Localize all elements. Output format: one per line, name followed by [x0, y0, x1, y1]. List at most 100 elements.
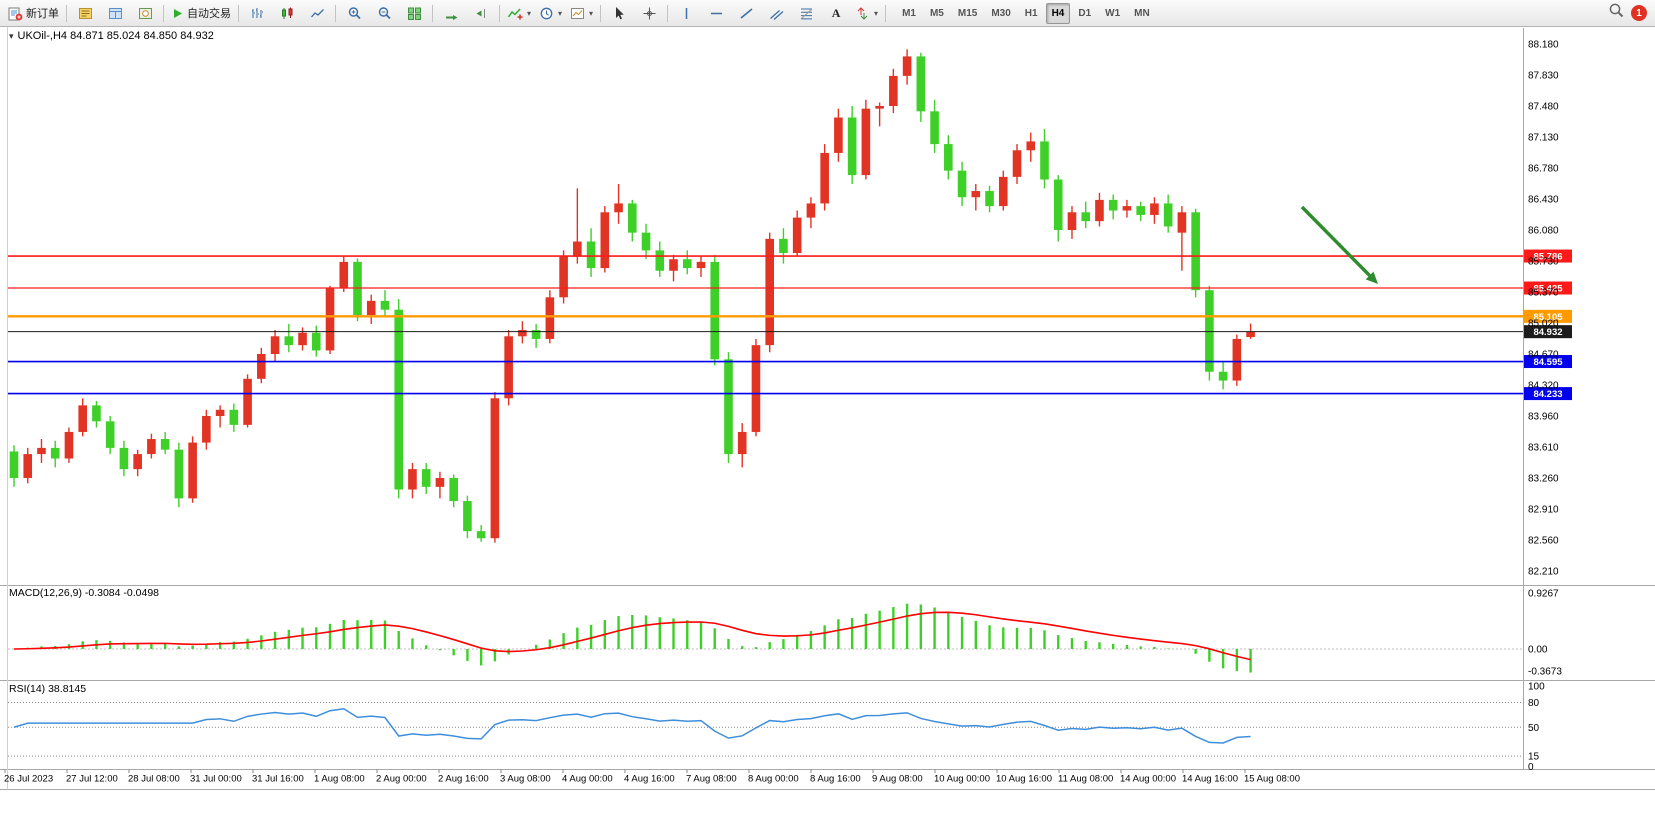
collapse-chart-icon[interactable]: ▾ — [9, 30, 14, 41]
notification-badge[interactable]: 1 — [1631, 5, 1647, 21]
toolbar-separator — [238, 4, 239, 22]
timeframe-button-m1[interactable]: M1 — [902, 7, 916, 19]
price-axis-label: 84.670 — [1528, 350, 1559, 361]
price-axis-label: 83.260 — [1528, 474, 1559, 485]
time-axis-label: 1 Aug 08:00 — [314, 774, 365, 785]
candle-body — [504, 336, 513, 399]
navigator-button[interactable] — [130, 2, 160, 25]
candle-body — [806, 203, 816, 218]
candle-body — [174, 449, 184, 499]
channel-tool-button[interactable] — [761, 2, 791, 25]
market-watch-icon — [78, 6, 93, 21]
line-chart-mode-button[interactable] — [302, 2, 332, 25]
candle-body — [1232, 338, 1242, 381]
zoom-out-button[interactable] — [369, 2, 399, 25]
time-axis-label: 14 Aug 00:00 — [1120, 774, 1176, 785]
toolbar-separator — [66, 4, 67, 22]
bar-chart-mode-button[interactable] — [242, 2, 272, 25]
candle-body — [92, 405, 101, 422]
trendline-tool-button[interactable] — [731, 2, 761, 25]
candle-body — [78, 405, 87, 432]
candlestick-mode-button[interactable] — [272, 2, 302, 25]
timeframe-button-m5[interactable]: M5 — [929, 7, 944, 19]
periods-button[interactable]: ▾ — [535, 2, 566, 25]
candle-body — [243, 378, 252, 425]
auto-scroll-button[interactable] — [436, 2, 466, 25]
templates-button[interactable]: ▾ — [566, 2, 597, 25]
timeframe-button-w1[interactable]: W1 — [1105, 7, 1121, 19]
trend-arrow-head[interactable] — [1365, 271, 1378, 284]
candle-body — [902, 56, 912, 76]
candle-body — [9, 451, 19, 478]
fibonacci-tool-button[interactable] — [791, 2, 821, 25]
zoom-in-button[interactable] — [339, 2, 369, 25]
dropdown-caret-icon: ▾ — [527, 8, 532, 18]
candle-body — [889, 75, 898, 106]
chart-shift-button[interactable] — [466, 2, 496, 25]
candle-body — [559, 256, 568, 298]
arrows-tool-button[interactable]: ▾ — [851, 2, 882, 25]
time-axis-label: 2 Aug 00:00 — [376, 774, 427, 785]
vertical-line-icon — [681, 6, 692, 21]
candle-body — [710, 261, 720, 360]
time-axis-label: 10 Aug 00:00 — [934, 774, 990, 785]
price-axis-label: 83.610 — [1528, 443, 1559, 454]
timeframe-button-mn[interactable]: MN — [1134, 7, 1150, 19]
candle-body — [1163, 203, 1173, 227]
candle-body — [957, 170, 967, 198]
rsi-indicator-readout: RSI(14) 38.8145 — [9, 683, 87, 695]
search-icon[interactable] — [1608, 2, 1625, 24]
vertical-line-tool-button[interactable] — [671, 2, 701, 25]
price-axis-label: 86.780 — [1528, 164, 1559, 175]
candle-body — [655, 250, 665, 271]
time-axis-label: 27 Jul 12:00 — [66, 774, 118, 785]
candle-body — [545, 297, 555, 339]
time-axis-label: 10 Aug 16:00 — [996, 774, 1052, 785]
candle-body — [1218, 371, 1228, 381]
price-flag — [1524, 325, 1572, 339]
candle-body — [1040, 141, 1049, 180]
price-flag-label: 85.425 — [1533, 284, 1563, 295]
data-window-button[interactable] — [100, 2, 130, 25]
auto-trading-icon — [171, 6, 184, 21]
horizontal-line-tool-button[interactable] — [701, 2, 731, 25]
candle-body — [875, 106, 884, 109]
candle-body — [229, 409, 239, 425]
candle-body — [119, 447, 129, 470]
trend-arrow-line[interactable] — [1300, 205, 1371, 277]
clock-icon — [539, 6, 554, 21]
candle-body — [614, 203, 623, 213]
indicators-button[interactable]: ▾ — [503, 2, 535, 25]
timeframe-button-h1[interactable]: H1 — [1024, 7, 1038, 19]
candle-body — [518, 330, 527, 337]
fibonacci-icon — [799, 6, 814, 21]
candle-body — [628, 203, 637, 233]
candle-body — [944, 144, 953, 171]
tile-windows-button[interactable] — [399, 2, 429, 25]
timeframe-button-m15[interactable]: M15 — [957, 7, 978, 19]
price-flag — [1524, 249, 1572, 263]
text-tool-button[interactable]: A — [821, 2, 851, 25]
price-flag — [1524, 309, 1572, 323]
market-watch-button[interactable] — [70, 2, 100, 25]
timeframe-button-m30[interactable]: M30 — [991, 7, 1011, 19]
timeframe-button-d1[interactable]: D1 — [1078, 7, 1092, 19]
macd-axis-label: 0.9267 — [1528, 589, 1559, 600]
cursor-tool-button[interactable] — [604, 2, 634, 25]
crosshair-tool-button[interactable] — [634, 2, 664, 25]
timeframe-group: M1 M5 M15 M30 H1 H4 D1 W1 MN — [895, 2, 1157, 24]
time-axis-label: 31 Jul 16:00 — [252, 774, 304, 785]
candle-body — [37, 447, 46, 455]
candle-body — [1095, 199, 1104, 222]
candle-body — [930, 111, 939, 145]
dropdown-caret-icon: ▾ — [558, 8, 563, 18]
time-axis-label: 8 Aug 16:00 — [810, 774, 861, 785]
candle-body — [1246, 331, 1255, 338]
chart-shift-icon — [474, 6, 489, 21]
auto-trading-button[interactable]: 自动交易 — [167, 2, 235, 25]
crosshair-icon — [642, 6, 657, 21]
new-order-button[interactable]: 新订单 — [4, 2, 63, 25]
symbol-ohlc-readout: ▾ UKOil-,H4 84.871 85.024 84.850 84.932 — [9, 30, 214, 42]
candle-body — [380, 300, 390, 310]
timeframe-button-h4[interactable]: H4 — [1045, 2, 1071, 24]
